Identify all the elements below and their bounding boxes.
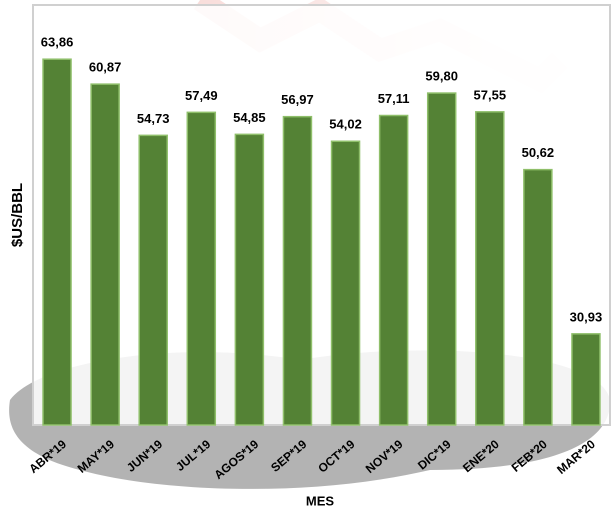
data-label: 63,86: [41, 35, 74, 50]
bar: [378, 114, 409, 426]
bar: [186, 111, 217, 426]
bar: [426, 92, 457, 426]
bar: [138, 134, 168, 426]
bar: [571, 333, 601, 426]
data-label: 59,80: [425, 69, 458, 84]
x-axis-label: MES: [306, 493, 335, 508]
bar: [42, 58, 72, 426]
data-label: 54,02: [329, 117, 362, 132]
y-axis-label: $US/BBL: [9, 183, 26, 247]
bar: [234, 133, 265, 426]
plot-frame: [32, 4, 611, 426]
bar: [523, 168, 553, 426]
bar: [282, 115, 313, 426]
data-label: 54,85: [233, 110, 266, 125]
data-label: 57,55: [474, 87, 507, 102]
bar: [90, 83, 120, 426]
bar: [330, 140, 361, 426]
data-label: 60,87: [89, 60, 122, 75]
data-label: 57,11: [378, 91, 410, 106]
data-label: 57,49: [185, 88, 218, 103]
bar: [475, 111, 505, 426]
data-label: 50,62: [522, 145, 555, 160]
data-label: 54,73: [137, 111, 170, 126]
data-label: 30,93: [570, 309, 603, 324]
data-label: 56,97: [281, 92, 314, 107]
